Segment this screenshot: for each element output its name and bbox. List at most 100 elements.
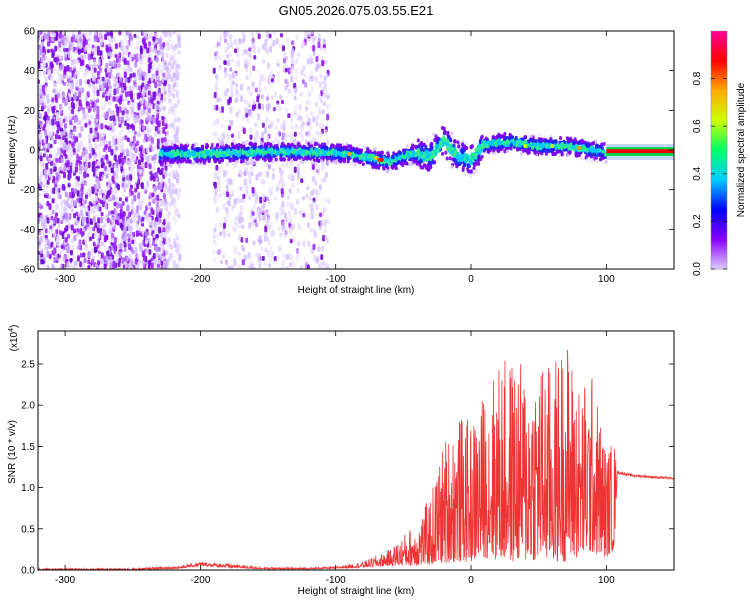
noise-point xyxy=(91,47,95,52)
noise-point xyxy=(286,265,290,269)
noise-point xyxy=(52,49,56,54)
noise-point xyxy=(43,61,47,66)
noise-point xyxy=(226,133,230,140)
noise-point xyxy=(129,187,133,193)
noise-point xyxy=(233,38,237,46)
noise-point xyxy=(44,111,48,117)
noise-point xyxy=(52,159,56,164)
noise-point xyxy=(47,142,51,150)
noise-point xyxy=(226,178,230,185)
noise-point xyxy=(115,166,119,174)
noise-point xyxy=(146,47,150,54)
noise-point xyxy=(88,60,92,68)
noise-point xyxy=(244,59,248,65)
noise-point xyxy=(149,32,153,40)
noise-point xyxy=(249,112,253,119)
noise-point xyxy=(286,201,290,208)
noise-point xyxy=(308,196,312,201)
noise-point xyxy=(118,144,122,151)
noise-point xyxy=(223,59,227,65)
noise-point xyxy=(137,215,141,222)
noise-point xyxy=(48,119,52,127)
noise-point xyxy=(123,148,127,154)
noise-point xyxy=(311,163,315,170)
noise-point xyxy=(126,122,130,130)
noise-point xyxy=(289,172,293,177)
noise-point xyxy=(46,93,50,98)
noise-point xyxy=(279,94,283,100)
noise-point xyxy=(325,159,329,166)
noise-point xyxy=(61,163,65,169)
noise-point xyxy=(326,94,330,100)
noise-point xyxy=(105,154,109,161)
noise-point xyxy=(57,166,61,172)
noise-point xyxy=(171,199,175,205)
noise-point xyxy=(175,235,179,241)
noise-point xyxy=(115,251,119,257)
noise-point xyxy=(258,241,262,247)
noise-point xyxy=(146,123,150,128)
noise-point xyxy=(245,190,249,196)
noise-point xyxy=(278,247,282,253)
noise-point xyxy=(100,252,104,259)
noise-point xyxy=(144,161,148,169)
noise-point xyxy=(48,203,52,211)
noise-point xyxy=(240,83,244,91)
noise-point xyxy=(169,90,173,96)
noise-point xyxy=(270,77,274,83)
noise-point xyxy=(96,233,100,239)
noise-point xyxy=(308,124,312,132)
noise-point xyxy=(143,44,147,49)
noise-point xyxy=(302,196,306,201)
noise-point xyxy=(244,185,248,192)
noise-point xyxy=(286,37,290,45)
noise-point xyxy=(217,181,221,188)
noise-point xyxy=(120,204,124,210)
noise-point xyxy=(51,106,55,112)
noise-point xyxy=(54,89,58,96)
noise-point xyxy=(83,53,87,60)
noise-point xyxy=(163,80,167,86)
noise-point xyxy=(74,166,78,173)
noise-point xyxy=(113,244,117,250)
noise-point xyxy=(62,171,66,179)
noise-point xyxy=(266,170,270,178)
noise-point xyxy=(215,74,219,80)
noise-point xyxy=(110,210,114,215)
noise-point xyxy=(176,127,180,133)
noise-point xyxy=(319,219,323,227)
noise-point xyxy=(130,145,134,152)
noise-point xyxy=(218,37,222,43)
noise-point xyxy=(60,205,64,210)
noise-point xyxy=(256,114,260,121)
noise-point xyxy=(237,264,241,269)
noise-point xyxy=(52,187,56,195)
noise-point xyxy=(257,212,261,218)
noise-point xyxy=(324,129,328,135)
noise-point xyxy=(86,71,90,76)
noise-point xyxy=(160,137,164,144)
noise-point xyxy=(161,120,165,127)
noise-point xyxy=(317,38,321,43)
noise-point xyxy=(104,83,108,89)
noise-point xyxy=(227,200,231,207)
noise-point xyxy=(228,193,232,200)
noise-point xyxy=(54,133,58,140)
noise-point xyxy=(161,77,165,83)
noise-point xyxy=(137,102,141,108)
noise-point xyxy=(113,164,117,169)
noise-point xyxy=(50,63,54,69)
noise-point xyxy=(235,97,239,104)
noise-point xyxy=(261,255,265,262)
noise-point xyxy=(99,171,103,177)
noise-point xyxy=(89,236,93,242)
noise-point xyxy=(38,244,42,250)
noise-point xyxy=(318,81,322,88)
noise-point xyxy=(314,101,318,108)
noise-point xyxy=(84,238,88,243)
noise-point xyxy=(93,205,97,210)
noise-point xyxy=(132,207,136,215)
noise-point xyxy=(123,242,127,248)
noise-point xyxy=(177,49,181,55)
noise-point xyxy=(325,73,329,79)
